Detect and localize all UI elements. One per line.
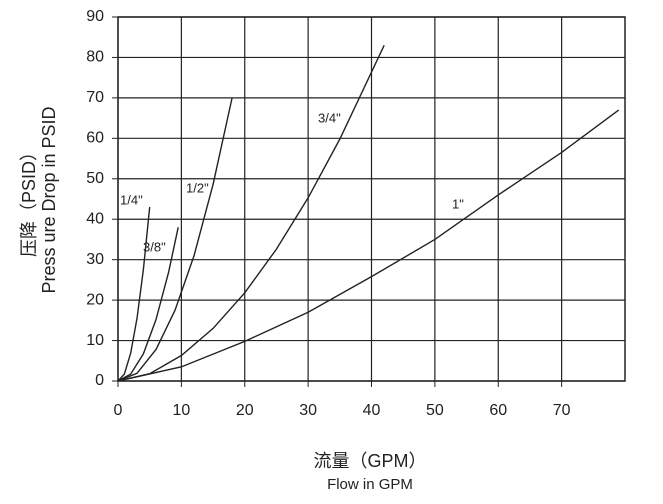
curve-label: 1/2" — [186, 180, 209, 195]
y-tick-label: 70 — [86, 89, 104, 106]
y-tick-label: 0 — [95, 372, 104, 389]
curve-label: 3/4" — [318, 110, 341, 125]
curve-label: 1/4" — [120, 192, 143, 207]
x-tick-label: 20 — [236, 402, 254, 419]
curve — [117, 227, 179, 382]
x-tick-label: 30 — [299, 402, 317, 419]
y-tick-label: 20 — [86, 291, 104, 308]
x-tick-label: 40 — [363, 402, 381, 419]
y-axis-label: 压降（PSID） — [19, 143, 39, 257]
x-tick-label: 60 — [489, 402, 507, 419]
x-tick-label: 10 — [172, 402, 190, 419]
curve — [117, 97, 233, 382]
x-tick-label: 0 — [114, 402, 123, 419]
curve-label: 1" — [452, 196, 464, 211]
curve — [117, 207, 151, 382]
y-axis-label-en: Press ure Drop in PSID — [39, 106, 59, 293]
plot-frame — [117, 16, 626, 382]
curve — [117, 45, 385, 382]
x-tick-label: 70 — [553, 402, 571, 419]
y-tick-label: 90 — [86, 8, 104, 25]
x-axis-label-en: Flow in GPM — [327, 476, 413, 493]
curve — [117, 109, 620, 382]
x-tick-label: 50 — [426, 402, 444, 419]
y-tick-label: 60 — [86, 130, 104, 147]
y-tick-label: 50 — [86, 170, 104, 187]
curve-label: 3/8" — [143, 239, 166, 254]
y-tick-label: 40 — [86, 210, 104, 227]
y-tick-label: 80 — [86, 49, 104, 66]
x-axis-label: 流量（GPM） — [313, 451, 426, 471]
y-tick-label: 10 — [86, 332, 104, 349]
y-tick-label: 30 — [86, 251, 104, 268]
